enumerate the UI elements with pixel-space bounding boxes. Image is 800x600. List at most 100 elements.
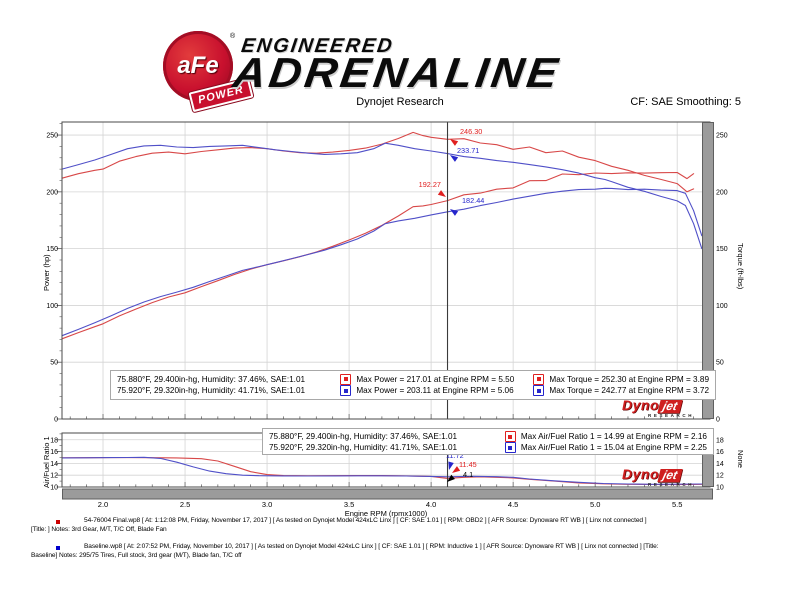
dynojet-logo: Dyno jet RESEARCH xyxy=(622,397,712,418)
dynojet-logo: Dyno jet RESEARCH xyxy=(622,466,712,487)
cursor-value-label: 192.27 xyxy=(419,180,441,189)
cursor-value-label: 11.72 xyxy=(446,451,464,460)
baseline-max-torque: Max Torque = 242.77 at Engine RPM = 3.72 xyxy=(549,386,709,396)
afr-y-tick-label-right: 14 xyxy=(716,461,724,468)
final-env-conditions: 75.880°F, 29.400in-hg, Humidity: 37.46%,… xyxy=(117,374,306,384)
power-torque-y-tick-label: 0 xyxy=(54,417,58,424)
dynojet-research-text: RESEARCH xyxy=(648,413,695,418)
final-max-afr: Max Air/Fuel Ratio 1 = 14.99 at Engine R… xyxy=(520,432,707,441)
final-series-icon xyxy=(533,373,545,385)
power-torque-y-tick-label-right: 50 xyxy=(716,360,724,367)
final-run-notes: [Title: ] Notes: 3rd Gear, M/T, T/C Off,… xyxy=(31,526,167,533)
afr-y-tick-label-right: 10 xyxy=(716,485,724,492)
afr-y-tick-label: 14 xyxy=(50,461,58,468)
cursor-arrow-icon xyxy=(450,155,459,162)
baseline-env-conditions: 75.920°F, 29.320in-hg, Humidity: 41.71%,… xyxy=(117,386,306,396)
final-series-icon xyxy=(340,373,352,385)
afr-legend: 75.880°F, 29.400in-hg, Humidity: 37.46%,… xyxy=(262,428,714,455)
final-power-curve xyxy=(61,171,695,340)
power-torque-y-tick-label: 150 xyxy=(46,246,58,253)
baseline-series-icon xyxy=(533,385,545,397)
baseline-run-info: Baseline.wp8 [ At: 2:07:52 PM, Friday, N… xyxy=(84,543,659,550)
power-torque-y-tick-label: 200 xyxy=(46,189,58,196)
power-torque-y-tick-label-right: 150 xyxy=(716,246,728,253)
power-torque-y-tick-label: 100 xyxy=(46,303,58,310)
afr-y-tick-label: 10 xyxy=(50,485,58,492)
baseline-env-conditions: 75.920°F, 29.320in-hg, Humidity: 41.71%,… xyxy=(269,443,458,452)
legend-row-baseline-afr: 75.920°F, 29.320in-hg, Humidity: 41.71%,… xyxy=(269,442,707,453)
rpm-tick-label: 2.5 xyxy=(180,500,190,509)
afr-y-tick-label: 12 xyxy=(50,473,58,480)
final-run-info: 54-76004 Final.wp8 [ At: 1:12:08 PM, Fri… xyxy=(84,517,647,524)
final-series-swatch xyxy=(343,377,348,382)
cursor-value-label: 182.44 xyxy=(462,196,484,205)
dynojet-logo-jet: jet xyxy=(657,399,683,413)
final-max-torque: Max Torque = 252.30 at Engine RPM = 3.89 xyxy=(549,374,709,384)
cursor-arrow-icon xyxy=(437,190,446,197)
legend-row-baseline: 75.920°F, 29.320in-hg, Humidity: 41.71%,… xyxy=(117,385,709,397)
dynojet-logo-text: Dyno xyxy=(622,397,659,413)
rpm-tick-label: 3.5 xyxy=(344,500,354,509)
afr-right-axis-title: None xyxy=(736,450,745,468)
power-torque-y-tick-label: 250 xyxy=(46,133,58,140)
power-torque-y-tick-label: 50 xyxy=(50,360,58,367)
baseline-max-afr: Max Air/Fuel Ratio 1 = 15.04 at Engine R… xyxy=(520,443,707,452)
rpm-tick-label: 4.0 xyxy=(426,500,436,509)
final-series-swatch xyxy=(536,377,541,382)
power-torque-y-tick-label-right: 200 xyxy=(716,189,728,196)
final-env-conditions: 75.880°F, 29.400in-hg, Humidity: 37.46%,… xyxy=(269,432,458,441)
final-run-bullet xyxy=(56,520,60,524)
afr-y-tick-label-right: 16 xyxy=(716,449,724,456)
afr-y-tick-label-right: 12 xyxy=(716,473,724,480)
rpm-tick-label: 2.0 xyxy=(98,500,108,509)
dynojet-logo-text: Dyno xyxy=(622,466,659,482)
final-series-icon xyxy=(504,431,516,442)
rpm-axis-title: Engine RPM (rpmx1000) xyxy=(344,509,428,518)
cursor-arrow-icon xyxy=(450,209,459,216)
cursor-arrow-icon xyxy=(450,139,459,146)
afr-y-tick-label: 18 xyxy=(50,437,58,444)
power-torque-y-tick-label-right: 0 xyxy=(716,417,720,424)
baseline-series-icon xyxy=(340,385,352,397)
smoothing-setting-label: CF: SAE Smoothing: 5 xyxy=(630,96,741,108)
rpm-tick-label: 5.0 xyxy=(590,500,600,509)
chart-subtitle: Dynojet Research xyxy=(356,96,444,108)
dynojet-research-text: RESEARCH xyxy=(648,482,695,487)
cursor-value-label: 246.30 xyxy=(460,127,482,136)
afr-axis-title: Air/Fuel Ratio 1 xyxy=(42,436,51,488)
cursor-arrow-icon xyxy=(448,461,454,470)
rpm-bottom-scrollbar[interactable] xyxy=(62,488,713,500)
baseline-series-icon xyxy=(504,442,516,453)
legend-row-final: 75.880°F, 29.400in-hg, Humidity: 37.46%,… xyxy=(117,373,709,385)
baseline-max-power: Max Power = 203.11 at Engine RPM = 5.06 xyxy=(356,386,514,396)
cursor-value-label: 11.45 xyxy=(459,460,477,469)
baseline-power-curve xyxy=(61,187,703,337)
baseline-torque-curve xyxy=(61,142,703,250)
baseline-series-swatch xyxy=(508,445,513,450)
torque-axis-title: Torque (ft-lbs) xyxy=(736,243,745,290)
afe-logo-text: aFe xyxy=(177,52,219,79)
final-series-swatch xyxy=(508,434,513,439)
afr-y-tick-label-right: 18 xyxy=(716,437,724,444)
power-torque-plot-area[interactable] xyxy=(62,122,710,419)
cursor-arrow-icon xyxy=(447,474,455,482)
power-torque-y-tick-label-right: 250 xyxy=(716,133,728,140)
power-axis-title: Power (hp) xyxy=(42,254,51,291)
baseline-series-swatch xyxy=(536,388,541,393)
cursor-value-label: 233.71 xyxy=(457,146,479,155)
final-max-power: Max Power = 217.01 at Engine RPM = 5.50 xyxy=(356,374,515,384)
rpm-tick-label: 3.0 xyxy=(262,500,272,509)
power-torque-legend: 75.880°F, 29.400in-hg, Humidity: 37.46%,… xyxy=(110,370,716,400)
rpm-tick-label: 5.5 xyxy=(672,500,682,509)
final-torque-curve xyxy=(61,131,695,193)
baseline-run-bullet xyxy=(56,546,60,550)
power-torque-right-scrollbar[interactable] xyxy=(702,122,714,419)
afr-y-tick-label: 16 xyxy=(50,449,58,456)
registered-mark-icon: ® xyxy=(230,33,236,40)
baseline-series-swatch xyxy=(343,388,348,393)
legend-row-final-afr: 75.880°F, 29.400in-hg, Humidity: 37.46%,… xyxy=(269,431,707,442)
dynojet-logo-jet: jet xyxy=(657,468,683,482)
baseline-run-notes: Baseline] Notes: 295/75 Tires, Full stoc… xyxy=(31,552,242,559)
cursor-arrow-icon xyxy=(452,466,461,473)
